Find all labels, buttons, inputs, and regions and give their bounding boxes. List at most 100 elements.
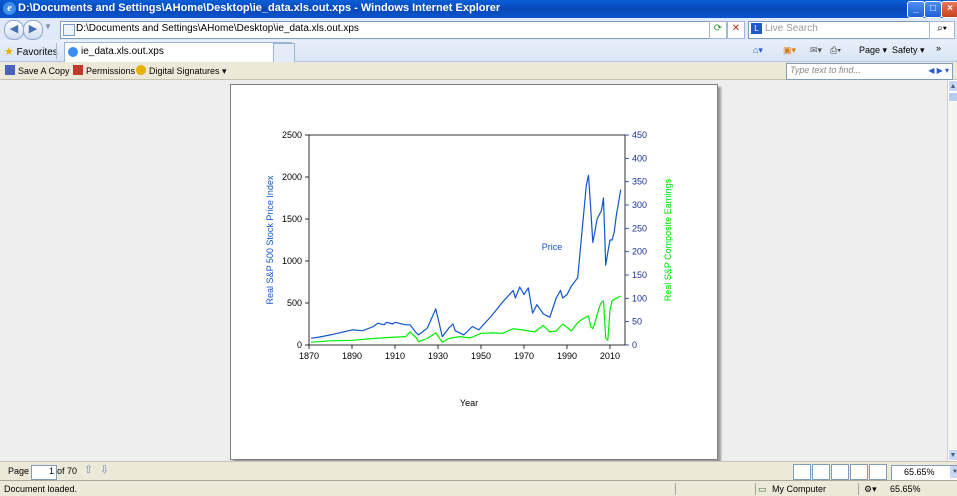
forward-button[interactable]: ▶ — [23, 20, 43, 40]
zoom-value: 65.65% — [904, 467, 935, 477]
y-right-axis-label: Real S&P Composite Earnings — [663, 178, 673, 301]
star-icon: ★ — [4, 46, 14, 58]
ie-tab-icon — [68, 47, 78, 57]
x-tick-label: 1910 — [385, 351, 405, 361]
ie-logo-icon: e — [3, 2, 16, 15]
save-copy-button[interactable]: Save A Copy — [5, 65, 70, 76]
chart-ticks: 1870 1890 1910 1930 1950 1970 1990 201005001000… — [282, 130, 647, 361]
x-tick-label: 1970 — [514, 351, 534, 361]
stop-icon[interactable]: ✕ — [727, 21, 745, 39]
favorites-label: Favorites — [16, 47, 58, 58]
close-window-button[interactable]: × — [941, 1, 957, 18]
y-right-tick-label: 0 — [632, 340, 637, 350]
whole-page-icon[interactable] — [831, 464, 849, 480]
back-button[interactable]: ◀ — [4, 20, 24, 40]
address-input[interactable]: D:\Documents and Settings\AHome\Desktop\… — [60, 21, 722, 39]
mail-icon[interactable]: ✉▾ — [810, 45, 823, 55]
y-left-tick-label: 1500 — [282, 214, 302, 224]
previous-page-icon[interactable]: ⇧ — [83, 464, 94, 476]
current-page: 1 — [48, 466, 54, 476]
x-tick-label: 1890 — [342, 351, 362, 361]
window-title: D:\Documents and Settings\AHome\Desktop\… — [18, 2, 501, 14]
y-right-tick-label: 50 — [632, 317, 642, 327]
tab-title: ie_data.xls.out.xps — [81, 46, 164, 57]
x-tick-label: 1930 — [428, 351, 448, 361]
new-tab-button[interactable] — [273, 43, 295, 63]
x-tick-label: 2010 — [600, 351, 620, 361]
page-menu-label: Page — [859, 45, 881, 55]
scroll-thumb[interactable] — [948, 92, 957, 102]
tab-ie-data[interactable]: ie_data.xls.out.xps — [64, 42, 292, 63]
find-text-input[interactable]: Type text to find... ◀ ▶ ▾ — [786, 63, 953, 80]
x-tick-label: 1950 — [471, 351, 491, 361]
search-input[interactable]: L Live Search — [748, 21, 944, 39]
permissions-icon — [73, 65, 83, 75]
chart-series — [311, 174, 622, 343]
page-label: Page — [8, 466, 30, 476]
live-search-icon: L — [751, 23, 762, 34]
page-menu[interactable]: Page ▾ — [859, 45, 888, 55]
security-zone: My Computer — [772, 484, 827, 494]
safety-menu[interactable]: Safety ▾ — [892, 45, 925, 55]
divider — [755, 483, 756, 495]
document-viewer[interactable]: 1870 1890 1910 1930 1950 1970 1990 2010 0 500 1000… — [0, 80, 947, 461]
permissions-label: Permissions — [86, 66, 136, 76]
print-icon[interactable]: ⎙▾ — [830, 45, 841, 55]
address-toolbar: ◀ ▶ ▼ D:\Documents and Settings\AHome\De… — [0, 18, 957, 40]
vertical-scrollbar[interactable]: ▲ ▼ — [947, 80, 957, 461]
y-left-tick-label: 0 — [297, 340, 302, 350]
minimize-button[interactable]: _ — [907, 1, 925, 18]
status-text: Document loaded. — [4, 484, 78, 494]
digital-signatures-menu[interactable]: Digital Signatures ▾ — [136, 65, 227, 77]
price-series-line — [311, 174, 622, 339]
page-icon — [63, 24, 75, 36]
y-left-tick-label: 500 — [287, 298, 302, 308]
home-icon[interactable]: ⌂▾ — [753, 45, 763, 55]
document-page: 1870 1890 1910 1930 1950 1970 1990 2010 0 500 1000… — [230, 84, 718, 460]
save-icon — [5, 65, 15, 75]
digital-signatures-label: Digital Signatures — [149, 66, 220, 76]
earnings-series-line — [311, 295, 621, 343]
sp500-chart: 1870 1890 1910 1930 1950 1970 1990 201005001000… — [265, 130, 673, 408]
protected-mode-icon[interactable]: ⚙▾ — [864, 484, 877, 494]
divider — [675, 483, 676, 495]
address-url: D:\Documents and Settings\AHome\Desktop\… — [76, 23, 359, 34]
safety-menu-label: Safety — [892, 45, 918, 55]
next-page-icon[interactable]: ⇩ — [99, 464, 110, 476]
y-left-tick-label: 2000 — [282, 172, 302, 182]
y-right-tick-label: 150 — [632, 270, 647, 280]
favorites-button[interactable]: ★ Favorites — [4, 45, 58, 58]
refresh-icon[interactable]: ⟳ — [709, 21, 727, 39]
search-button[interactable]: ⌕▾ — [929, 21, 955, 39]
fit-width-icon[interactable] — [812, 464, 830, 480]
feeds-icon[interactable]: ▣▾ — [783, 45, 797, 55]
y-right-tick-label: 450 — [632, 130, 647, 140]
y-right-tick-label: 400 — [632, 153, 647, 163]
maximize-button[interactable]: □ — [924, 1, 942, 18]
search-placeholder: Live Search — [765, 23, 818, 34]
actual-size-icon[interactable] — [793, 464, 811, 480]
two-pages-icon[interactable] — [850, 464, 868, 480]
history-dropdown-icon[interactable]: ▼ — [44, 22, 52, 31]
favorites-bar: ★ Favorites ie_data.xls.out.xps ⌂▾ ▣▾ ✉▾… — [0, 40, 957, 63]
zoom-select[interactable]: 65.65% ▼ — [891, 465, 957, 481]
thumbnails-icon[interactable] — [869, 464, 887, 480]
page-number-input[interactable]: 1 — [31, 465, 57, 480]
scroll-up-icon[interactable]: ▲ — [948, 80, 957, 92]
plot-frame — [308, 134, 626, 346]
find-placeholder: Type text to find... — [790, 65, 861, 75]
page-navigation-bar: Page 1 of 70 ⇧ ⇩ 65.65% ▼ — [0, 461, 957, 481]
y-left-tick-label: 2500 — [282, 130, 302, 140]
computer-icon: ▭ — [758, 484, 767, 494]
scroll-down-icon[interactable]: ▼ — [948, 449, 957, 461]
find-next-prev-icon[interactable]: ◀ ▶ ▾ — [928, 66, 949, 75]
y-right-tick-label: 350 — [632, 177, 647, 187]
window-title-bar[interactable]: e D:\Documents and Settings\AHome\Deskto… — [0, 0, 957, 18]
xps-toolbar: Save A Copy Permissions Digital Signatur… — [0, 62, 957, 80]
chevron-down-icon[interactable]: ▼ — [950, 466, 957, 478]
zoom-status[interactable]: 65.65% — [890, 484, 921, 494]
x-tick-label: 1870 — [299, 351, 319, 361]
signature-icon — [136, 65, 146, 75]
chevron-more-icon[interactable]: » — [936, 43, 942, 53]
permissions-button[interactable]: Permissions — [73, 65, 135, 76]
